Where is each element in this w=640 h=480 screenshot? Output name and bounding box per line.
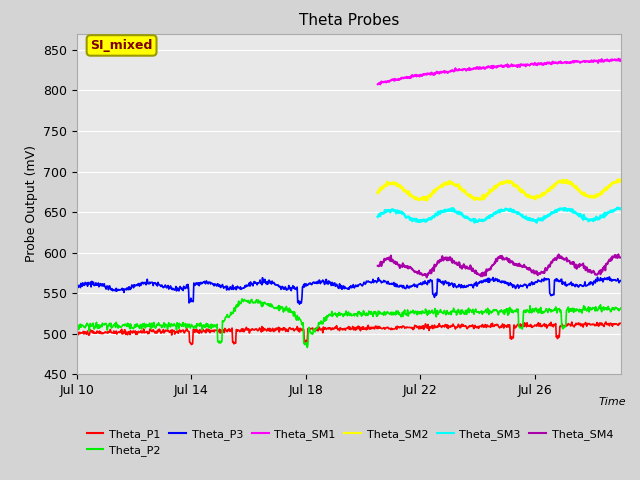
Theta_SM3 (617, 206, 625, 212)
Theta_SM2 (616, 177, 623, 182)
Theta_SM2 (552, 181, 560, 187)
Theta_SM1 (447, 68, 455, 73)
Theta_SM2 (545, 187, 553, 193)
Line: Theta_P1: Theta_P1 (77, 322, 621, 345)
Line: Theta_SM2: Theta_SM2 (378, 180, 621, 200)
Text: Time: Time (598, 396, 626, 407)
Theta_P2 (264, 301, 272, 307)
Theta_P3 (527, 280, 535, 286)
Theta_SM3 (447, 207, 454, 213)
Theta_P2 (617, 305, 625, 311)
Theta_SM3 (374, 214, 381, 219)
Theta_P3 (189, 299, 196, 304)
Theta_SM1 (617, 58, 625, 63)
Title: Theta Probes: Theta Probes (299, 13, 399, 28)
Theta_SM2 (374, 190, 381, 196)
Line: Theta_SM1: Theta_SM1 (378, 59, 621, 84)
Theta_SM4 (617, 254, 625, 260)
Theta_P2 (327, 313, 335, 319)
Theta_SM1 (374, 81, 381, 87)
Theta_SM3 (509, 209, 516, 215)
Theta_P1 (264, 325, 272, 331)
Theta_SM2 (593, 193, 601, 199)
Text: SI_mixed: SI_mixed (90, 39, 153, 52)
Theta_SM2 (617, 179, 625, 184)
Theta_SM1 (376, 82, 384, 87)
Line: Theta_P3: Theta_P3 (77, 277, 621, 304)
Theta_P1 (617, 320, 625, 326)
Theta_SM4 (447, 257, 455, 263)
Theta_SM2 (456, 186, 463, 192)
Theta_P2 (528, 310, 536, 316)
Y-axis label: Probe Output (mV): Probe Output (mV) (24, 145, 38, 263)
Line: Theta_SM3: Theta_SM3 (378, 208, 621, 223)
Theta_P1 (189, 326, 197, 332)
Theta_SM4 (423, 275, 431, 280)
Line: Theta_P2: Theta_P2 (77, 299, 621, 348)
Theta_P2 (303, 345, 311, 350)
Theta_SM1 (614, 56, 622, 61)
Theta_P2 (396, 312, 404, 318)
Theta_SM4 (545, 263, 553, 268)
Theta_P3 (416, 281, 424, 287)
Theta_SM4 (456, 260, 463, 266)
Theta_P1 (602, 319, 610, 325)
Theta_SM4 (509, 262, 517, 267)
Theta_P3 (327, 279, 335, 285)
Theta_SM1 (552, 60, 560, 66)
Theta_P3 (617, 278, 625, 284)
Theta_SM1 (545, 60, 553, 65)
Theta_P2 (189, 323, 196, 329)
Theta_SM3 (593, 216, 601, 221)
Theta_SM3 (455, 209, 463, 215)
Theta_SM2 (447, 180, 455, 185)
Theta_SM3 (545, 213, 553, 218)
Theta_P3 (605, 274, 613, 280)
Theta_P3 (73, 286, 81, 291)
Theta_SM1 (593, 58, 601, 63)
Line: Theta_SM4: Theta_SM4 (378, 254, 621, 277)
Theta_P1 (73, 328, 81, 334)
Theta_SM3 (532, 220, 540, 226)
Theta_SM2 (424, 197, 431, 203)
Theta_P3 (264, 281, 271, 287)
Theta_P1 (327, 326, 335, 332)
Theta_SM4 (552, 257, 560, 263)
Legend: Theta_P1, Theta_P2, Theta_P3, Theta_SM1, Theta_SM2, Theta_SM3, Theta_SM4: Theta_P1, Theta_P2, Theta_P3, Theta_SM1,… (83, 424, 618, 460)
Theta_P3 (396, 284, 403, 290)
Theta_P2 (238, 296, 246, 302)
Theta_SM1 (456, 67, 463, 73)
Theta_SM2 (509, 182, 517, 188)
Theta_P2 (417, 309, 424, 314)
Theta_P1 (188, 342, 195, 348)
Theta_SM3 (552, 207, 560, 213)
Theta_P3 (296, 301, 303, 307)
Theta_SM4 (374, 263, 381, 269)
Theta_P1 (416, 325, 424, 331)
Theta_SM4 (593, 272, 601, 278)
Theta_P2 (73, 322, 81, 327)
Theta_SM3 (613, 205, 621, 211)
Theta_P1 (527, 323, 535, 328)
Theta_SM4 (614, 252, 622, 257)
Theta_P1 (396, 325, 403, 331)
Theta_SM1 (509, 62, 517, 68)
